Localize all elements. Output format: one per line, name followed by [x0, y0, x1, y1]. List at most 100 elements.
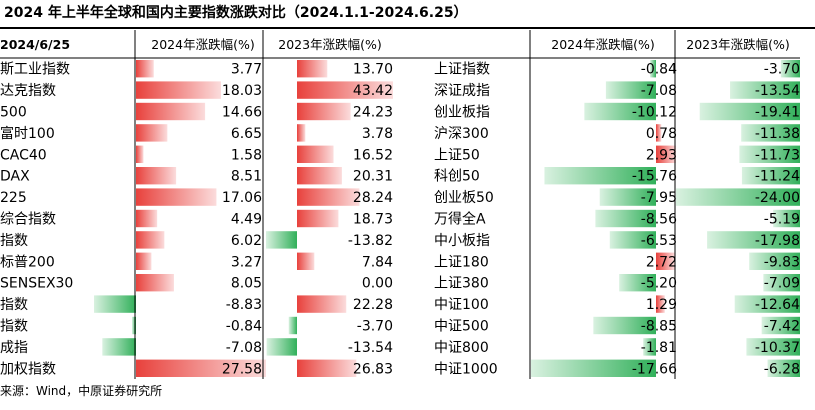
right-index-name-11: 中证100 — [434, 297, 489, 313]
right-2024-value-14: -17.66 — [632, 361, 677, 377]
right-2023-bar-2 — [699, 102, 800, 121]
left-2023-value-8: -13.82 — [348, 233, 393, 249]
left-2023-bar-6 — [297, 188, 360, 206]
header-left-2023: 2023年涨跌幅(%) — [278, 37, 381, 52]
right-2023-bar-13 — [746, 338, 800, 356]
left-index-name-9: 标普200 — [0, 254, 55, 270]
right-2023-value-8: -17.98 — [755, 233, 800, 249]
right-2024-bar-6 — [599, 188, 656, 206]
left-2024-bar-7 — [136, 209, 158, 228]
left-index-name-0: 斯工业指数 — [0, 62, 70, 78]
left-2024-bar-6 — [136, 188, 217, 206]
right-2024-bar-3 — [656, 124, 662, 142]
chart-title: 2024 年上半年全球和国内主要指数涨跌对比（2024.1.1-2024.6.2… — [4, 5, 468, 21]
left-2023-bar-4 — [297, 145, 334, 163]
right-index-name-4: 上证50 — [434, 147, 480, 163]
left-2023-bar-5 — [297, 167, 342, 185]
left-2024-bar-3 — [136, 124, 168, 142]
left-2024-value-12: -0.84 — [226, 319, 262, 335]
left-2023-value-0: 13.70 — [353, 62, 393, 78]
left-index-name-8: 指数 — [0, 233, 28, 249]
left-2023-value-11: 22.28 — [353, 297, 393, 313]
right-2024-value-12: -8.85 — [641, 319, 677, 335]
left-2023-bar-3 — [297, 124, 306, 142]
left-2024-value-5: 8.51 — [231, 169, 262, 185]
left-2024-value-13: -7.08 — [226, 340, 262, 356]
right-2024-value-2: -10.12 — [632, 105, 677, 121]
left-2023-value-3: 3.78 — [362, 126, 393, 142]
right-index-name-12: 中证500 — [434, 319, 489, 335]
left-2024-bar-2 — [136, 102, 206, 121]
right-2024-value-0: -0.84 — [641, 62, 677, 78]
right-2024-bar-8 — [609, 231, 656, 249]
right-index-name-9: 上证180 — [434, 254, 489, 270]
right-index-name-6: 创业板50 — [434, 190, 494, 206]
right-index-name-5: 科创50 — [434, 169, 480, 185]
right-2024-value-4: 2.93 — [646, 147, 677, 163]
right-index-name-3: 沪深300 — [434, 126, 489, 142]
right-2023-value-13: -10.37 — [755, 340, 800, 356]
right-2023-value-5: -11.24 — [755, 169, 800, 185]
right-2024-bar-7 — [595, 209, 656, 228]
left-2024-value-6: 17.06 — [222, 190, 262, 206]
left-2023-value-13: -13.54 — [348, 340, 393, 356]
right-2024-bar-12 — [593, 316, 656, 335]
right-2024-value-5: -15.76 — [632, 169, 677, 185]
right-2023-bar-5 — [741, 167, 800, 185]
right-index-name-0: 上证指数 — [434, 62, 490, 78]
left-index-name-10: SENSEX30 — [0, 276, 73, 292]
left-2023-value-10: 0.00 — [362, 276, 393, 292]
left-index-name-4: CAC40 — [0, 147, 47, 163]
right-2023-value-14: -6.28 — [764, 361, 800, 377]
left-2023-bar-7 — [297, 209, 339, 228]
right-2023-bar-0 — [780, 60, 800, 78]
left-2024-bar-12 — [132, 316, 136, 335]
left-2023-value-6: 28.24 — [353, 190, 393, 206]
right-2024-bar-2 — [584, 102, 656, 121]
left-2024-value-0: 3.77 — [231, 62, 262, 78]
left-2024-bar-1 — [136, 81, 221, 99]
left-2023-bar-8 — [266, 231, 297, 249]
left-2024-value-1: 18.03 — [222, 83, 262, 99]
left-2024-bar-0 — [136, 60, 154, 78]
left-2024-value-3: 6.65 — [231, 126, 262, 142]
right-2023-bar-14 — [767, 359, 800, 377]
right-2023-value-2: -19.41 — [755, 105, 800, 121]
right-2023-value-1: -13.54 — [755, 83, 800, 99]
right-2024-value-11: 1.29 — [646, 297, 677, 313]
right-2023-value-12: -7.42 — [764, 319, 800, 335]
left-index-name-7: 综合指数 — [0, 212, 56, 228]
right-2024-value-13: -1.81 — [641, 340, 677, 356]
right-2024-bar-13 — [643, 338, 656, 356]
left-2024-bar-4 — [136, 145, 144, 163]
left-2023-bar-1 — [297, 81, 393, 99]
left-2023-bar-12 — [288, 316, 297, 335]
right-2024-bar-14 — [531, 359, 656, 377]
right-2024-value-7: -8.56 — [641, 212, 677, 228]
right-index-name-7: 万得全A — [434, 211, 486, 228]
right-index-name-14: 中证1000 — [434, 361, 498, 377]
left-2024-bar-13 — [102, 338, 136, 356]
left-2024-value-8: 6.02 — [231, 233, 262, 249]
left-2024-value-10: 8.05 — [231, 276, 262, 292]
right-2024-value-6: -7.95 — [641, 190, 677, 206]
right-2023-value-6: -24.00 — [755, 190, 800, 206]
right-2023-value-0: -3.70 — [764, 62, 800, 78]
left-2024-value-2: 14.66 — [222, 105, 262, 121]
right-2024-value-3: 0.78 — [646, 126, 677, 142]
right-index-name-13: 中证800 — [434, 340, 489, 356]
right-2023-bar-9 — [749, 252, 800, 270]
left-2023-bar-14 — [297, 359, 357, 377]
left-2024-bar-14 — [136, 359, 266, 377]
left-2024-value-7: 4.49 — [231, 212, 262, 228]
left-2024-bar-9 — [136, 252, 152, 270]
left-2024-bar-10 — [136, 274, 174, 292]
left-index-name-1: 达克指数 — [0, 83, 56, 99]
right-2024-value-9: 2.72 — [646, 254, 677, 270]
right-2023-value-9: -9.83 — [764, 254, 800, 270]
right-2023-value-4: -11.73 — [755, 147, 800, 163]
header-right-2023: 2023年涨跌幅(%) — [686, 37, 789, 52]
right-2023-bar-6 — [676, 188, 800, 206]
header-left-2024: 2024年涨跌幅(%) — [151, 37, 254, 52]
right-2023-value-7: -5.19 — [764, 212, 800, 228]
